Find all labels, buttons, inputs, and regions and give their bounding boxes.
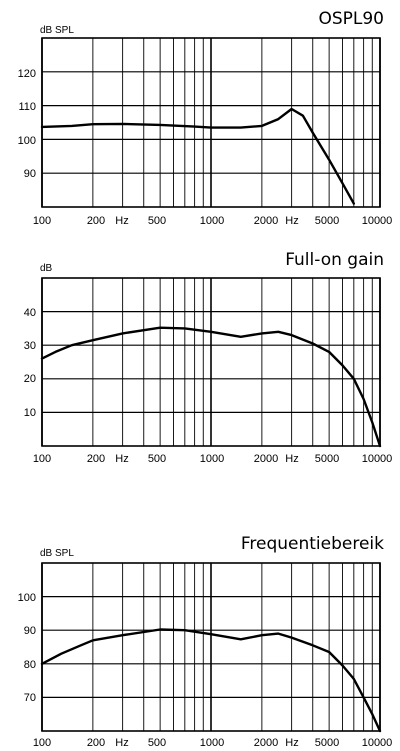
x-tick-label: 1000: [200, 453, 224, 465]
x-tick-label: Hz: [115, 453, 128, 465]
y-axis-unit-label: dB SPL: [40, 25, 74, 36]
chart-title: OSPL90: [318, 9, 384, 29]
y-tick-label: 100: [18, 135, 36, 147]
x-tick-label: 5000: [315, 215, 339, 227]
x-tick-label: 100: [33, 453, 51, 465]
x-tick-label: 1000: [200, 215, 224, 227]
x-tick-label: Hz: [115, 737, 128, 749]
x-tick-label: 200: [87, 737, 105, 749]
x-tick-label: 5000: [315, 737, 339, 749]
x-tick-label: 200: [87, 453, 105, 465]
y-tick-label: 20: [24, 373, 36, 385]
x-tick-label: 2000: [254, 215, 278, 227]
y-tick-label: 90: [24, 625, 36, 637]
chart-1: OSPL90 dB SPL 120 110 100 90 100 200 Hz 500 1000 20…: [18, 9, 393, 227]
x-tick-label: 500: [148, 737, 166, 749]
y-tick-label: 120: [18, 68, 36, 80]
x-tick-label: 1000: [200, 737, 224, 749]
y-tick-label: 30: [24, 340, 36, 352]
x-tick-label: 5000: [315, 453, 339, 465]
x-tick-label: 2000: [254, 737, 278, 749]
x-tick-label: 200: [87, 215, 105, 227]
y-axis-unit-label: dB: [40, 263, 53, 274]
x-tick-label: 500: [148, 453, 166, 465]
chart-title: Frequentiebereik: [241, 534, 384, 554]
y-axis-unit-label: dB SPL: [40, 548, 74, 559]
x-tick-label: Hz: [285, 215, 298, 227]
y-tick-label: 100: [18, 592, 36, 604]
y-tick-label: 90: [24, 168, 36, 180]
series-line: [40, 628, 382, 733]
plot-frame: [41, 37, 381, 208]
y-tick-label: 40: [24, 307, 36, 319]
series-line: [40, 107, 355, 205]
x-tick-label: Hz: [285, 453, 298, 465]
y-tick-label: 110: [18, 101, 36, 113]
x-tick-label: 10000: [362, 453, 393, 465]
x-tick-label: Hz: [285, 737, 298, 749]
chart-3: Frequentiebereik dB SPL 100 90 80 70 100 200 Hz 5…: [18, 534, 393, 749]
y-tick-label: 80: [24, 659, 36, 671]
plot-frame: [41, 277, 381, 447]
y-tick-label: 70: [24, 692, 36, 704]
series-line: [40, 326, 382, 448]
x-tick-label: 2000: [254, 453, 278, 465]
x-tick-label: 500: [148, 215, 166, 227]
x-tick-label: Hz: [115, 215, 128, 227]
chart-title: Full-on gain: [285, 250, 384, 270]
x-tick-label: 10000: [362, 215, 393, 227]
x-tick-label: 10000: [362, 737, 393, 749]
chart-2: Full-on gain dB 40 30 20 10 100 200 Hz 500 1000 200…: [24, 250, 393, 465]
plot-frame: [41, 562, 381, 732]
y-tick-label: 10: [24, 407, 36, 419]
x-tick-label: 100: [33, 215, 51, 227]
x-tick-label: 100: [33, 737, 51, 749]
